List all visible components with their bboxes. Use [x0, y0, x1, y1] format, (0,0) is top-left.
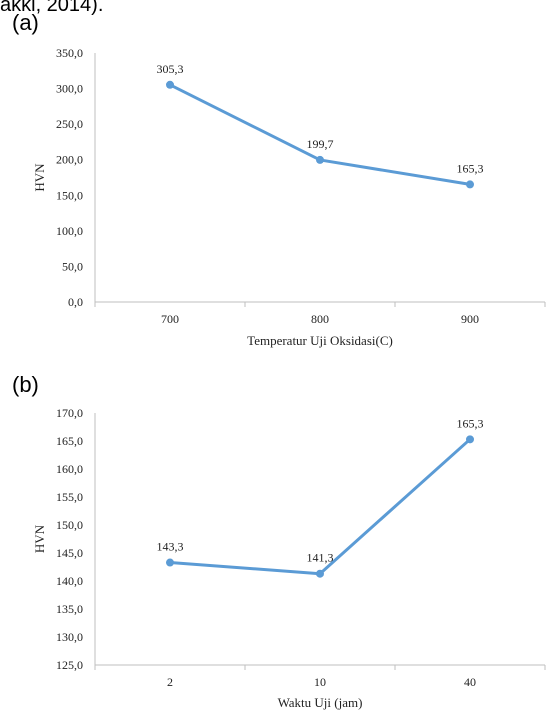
- chart-a-x-tick-label: 900: [461, 312, 479, 326]
- chart-a-series-line: [169, 83, 471, 186]
- chart-b-y-axis-title: HVN: [32, 524, 47, 553]
- chart-a-y-tick-label: 50,0: [62, 259, 83, 273]
- chart-b-x-tick-label: 10: [314, 675, 326, 689]
- chart-a-y-tick-label: 0,0: [68, 295, 83, 309]
- chart-b-data-label: 143,3: [157, 540, 184, 554]
- chart-b-y-tick-label: 125,0: [56, 658, 83, 672]
- chart-b-x-tick-label: 40: [464, 675, 476, 689]
- chart-a-data-point: [166, 80, 174, 89]
- chart-a-x-axis-title: Temperatur Uji Oksidasi(C): [247, 333, 393, 348]
- chart-a-data-label: 305,3: [157, 62, 184, 76]
- caption-fragment: akki, 2014).: [0, 0, 104, 16]
- chart-a-y-tick-label: 150,0: [56, 188, 83, 202]
- chart-b-y-tick-label: 150,0: [56, 518, 83, 532]
- panel-label-b: (b): [12, 372, 39, 397]
- chart-a-y-tick-label: 250,0: [56, 117, 83, 131]
- chart-a-y-axis-title: HVN: [32, 163, 47, 192]
- chart-b-y-tick-label: 155,0: [56, 490, 83, 504]
- chart-a-data-point: [316, 155, 324, 164]
- chart-a-data-label: 199,7: [307, 137, 334, 151]
- chart-a-y-tick-label: 300,0: [56, 82, 83, 96]
- chart-b-data-label: 141,3: [307, 551, 334, 565]
- chart-b-y-tick-label: 160,0: [56, 462, 83, 476]
- chart-b-y-tick-label: 170,0: [56, 406, 83, 420]
- chart-a-y-tick-label: 100,0: [56, 224, 83, 238]
- chart-a-x-tick-label: 700: [161, 312, 179, 326]
- chart-b-data-point: [466, 435, 474, 444]
- chart-b-x-tick-label: 2: [167, 675, 173, 689]
- chart-b-data-label: 165,3: [457, 416, 484, 430]
- chart-b-y-tick-label: 165,0: [56, 434, 83, 448]
- chart-b-y-tick-label: 140,0: [56, 574, 83, 588]
- chart-a-x-tick-label: 800: [311, 312, 329, 326]
- panel-label-a: (a): [12, 10, 39, 35]
- chart-b-data-point: [316, 569, 324, 578]
- chart-b-y-tick-label: 130,0: [56, 630, 83, 644]
- chart-a-y-tick-label: 200,0: [56, 153, 83, 167]
- chart-b-data-point: [166, 558, 174, 567]
- chart-b-y-tick-label: 135,0: [56, 602, 83, 616]
- chart-a-data-label: 165,3: [457, 161, 484, 175]
- chart-b-y-tick-label: 145,0: [56, 546, 83, 560]
- chart-a-data-point: [466, 180, 474, 189]
- chart-a-y-tick-label: 350,0: [56, 46, 83, 60]
- chart-b-x-axis-title: Waktu Uji (jam): [278, 695, 363, 710]
